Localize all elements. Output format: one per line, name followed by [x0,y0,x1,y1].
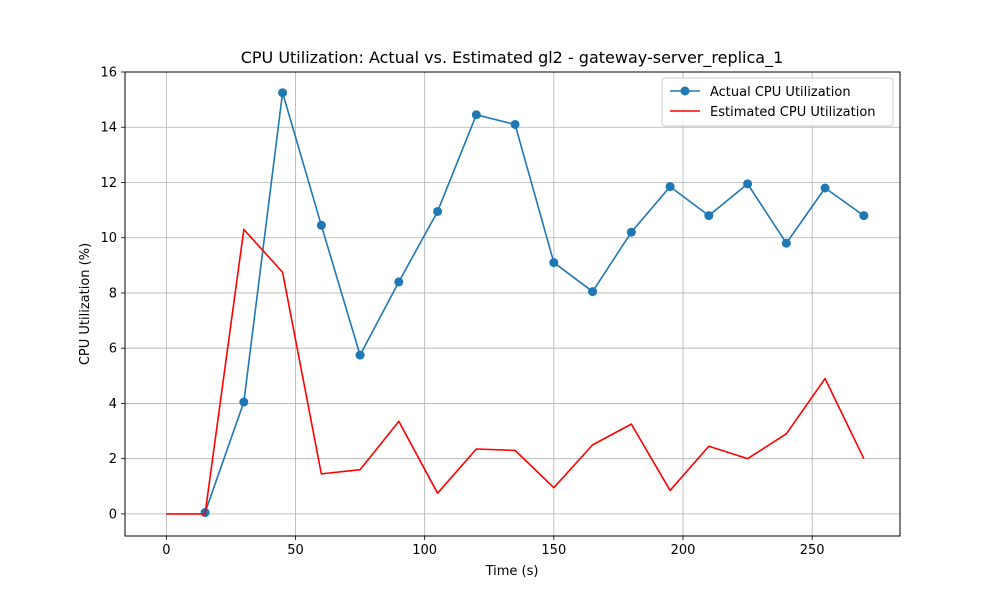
x-tick-label: 150 [541,543,566,558]
data-point-actual-cpu-utilization [704,211,714,221]
data-point-actual-cpu-utilization [781,238,791,248]
x-tick-label: 50 [287,543,304,558]
plot-frame [124,71,901,537]
y-tick-label: 14 [100,121,117,136]
legend-label-estimated: Estimated CPU Utilization [710,105,876,120]
data-point-actual-cpu-utilization [588,287,598,297]
data-point-actual-cpu-utilization [433,206,443,216]
legend-marker-actual [680,86,690,96]
data-point-actual-cpu-utilization [859,211,869,221]
y-tick-label: 10 [100,231,117,246]
data-point-actual-cpu-utilization [239,397,249,407]
x-tick-label: 250 [800,543,825,558]
series-line-estimated-cpu-utilization [166,228,865,515]
y-tick-label: 8 [109,286,117,301]
series-layer [166,88,869,518]
data-point-actual-cpu-utilization [743,179,753,189]
data-point-actual-cpu-utilization [626,227,636,237]
legend: Actual CPU Utilization Estimated CPU Uti… [661,77,894,127]
x-axis-label: Time (s) [485,564,539,579]
y-axis-label: CPU Utilization (%) [78,243,93,365]
y-tick-label: 4 [109,397,117,412]
axis-ticks: 0 50 100 150 200 250 0 2 4 6 8 10 12 14 16 [100,66,824,559]
data-point-actual-cpu-utilization [820,183,830,193]
x-tick-label: 100 [412,543,437,558]
y-tick-label: 6 [109,342,117,357]
x-tick-label: 200 [671,543,696,558]
series-line-actual-cpu-utilization [204,91,865,513]
data-point-actual-cpu-utilization [316,220,326,230]
legend-frame [661,77,894,127]
legend-item-actual: Actual CPU Utilization [670,85,851,100]
data-point-actual-cpu-utilization [355,350,365,360]
y-tick-label: 0 [109,507,117,522]
data-point-actual-cpu-utilization [665,182,675,192]
y-tick-label: 2 [109,452,117,467]
y-tick-label: 16 [100,66,117,81]
y-tick-label: 12 [100,176,117,191]
data-point-actual-cpu-utilization [394,277,404,287]
data-point-actual-cpu-utilization [549,258,559,268]
legend-label-actual: Actual CPU Utilization [710,85,851,100]
data-point-actual-cpu-utilization [510,119,520,129]
chart-title: CPU Utilization: Actual vs. Estimated gl… [241,48,784,68]
data-point-actual-cpu-utilization [278,88,288,98]
x-tick-label: 0 [162,543,170,558]
legend-item-estimated: Estimated CPU Utilization [670,105,876,120]
data-point-actual-cpu-utilization [471,110,481,120]
